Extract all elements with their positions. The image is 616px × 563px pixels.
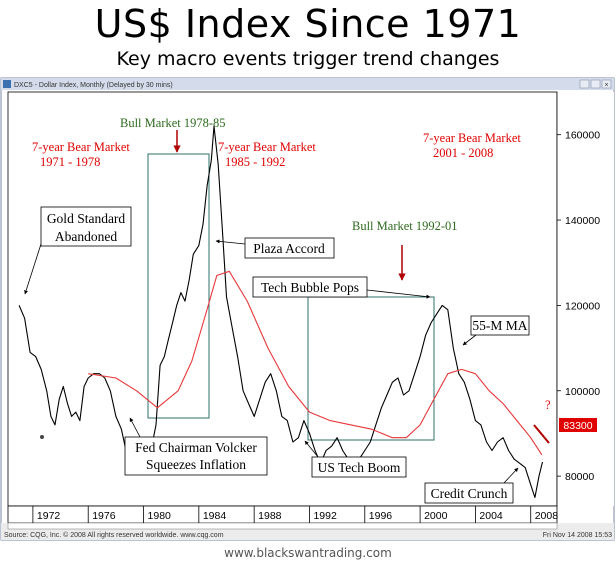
gold-arrow <box>24 243 42 295</box>
page-subtitle: Key macro events trigger trend changes <box>116 48 500 70</box>
bear-1971-line2: 1971 - 1978 <box>40 155 100 169</box>
bear-1985-line1: 7-year Bear Market <box>218 140 316 154</box>
bear-1985-line2: 1985 - 1992 <box>225 155 285 169</box>
volcker-box <box>124 436 268 476</box>
page-title: US$ Index Since 1971 <box>94 2 522 46</box>
window-title: DXC5 - Dollar Index, Monthly (Delayed by… <box>14 82 173 89</box>
ma-arrow <box>462 334 477 346</box>
credit-crunch-box <box>424 482 514 504</box>
scrollbar[interactable] <box>7 522 558 530</box>
volcker-arrow <box>129 417 141 438</box>
minimize-button[interactable] <box>579 79 590 89</box>
gold-line1: Gold Standard <box>47 211 126 226</box>
tech-boom-box <box>311 456 407 478</box>
y-axis-panel <box>557 92 614 506</box>
gold-line2: Abandoned <box>55 229 117 244</box>
x-tick-label: 1972 <box>37 510 61 522</box>
tech-pops-label: Tech Bubble Pops <box>261 280 359 295</box>
x-tick-label: 1976 <box>92 510 116 522</box>
y-tick-label: 140000 <box>565 215 600 227</box>
chart-window-titlebar[interactable] <box>1 78 614 90</box>
source-note: Source: CQG, Inc. © 2008 All rights rese… <box>4 531 224 539</box>
x-tick-label: 2000 <box>424 510 448 522</box>
last-price-badge <box>559 418 597 432</box>
bull-box-1978 <box>147 153 210 419</box>
plot-area <box>7 91 558 507</box>
ma-label-box <box>470 315 530 336</box>
bear-2001-line2: 2001 - 2008 <box>433 146 493 160</box>
x-tick-label: 1984 <box>203 510 227 522</box>
tech-boom-arrow <box>304 440 319 458</box>
y-tick-label: 160000 <box>565 130 600 142</box>
x-axis-panel <box>7 505 558 524</box>
credit-crunch-label: Credit Crunch <box>431 486 508 501</box>
projection-arrow <box>533 424 550 444</box>
bear-2001-line1: 7-year Bear Market <box>423 131 521 145</box>
x-tick-label: 2008 <box>535 510 559 522</box>
x-tick-label: 2004 <box>479 510 503 522</box>
plaza-label: Plaza Accord <box>253 241 325 256</box>
y-tick-label: 120000 <box>565 300 600 312</box>
volcker-line2: Squeezes Inflation <box>146 457 246 472</box>
y-tick-label: 100000 <box>565 386 600 398</box>
volcker-line1: Fed Chairman Volcker <box>135 440 257 455</box>
bull-1992-label: Bull Market 1992-01 <box>352 219 458 233</box>
ma-series-line <box>88 270 543 456</box>
x-tick-label: 1996 <box>369 510 393 522</box>
plaza-arrow <box>215 239 246 245</box>
gold-standard-box <box>40 206 132 247</box>
question-mark: ? <box>545 398 551 412</box>
y-tick-label: 80000 <box>565 471 594 483</box>
footer-url: www.blackswantrading.com <box>224 546 392 560</box>
close-icon: × <box>604 82 608 89</box>
tech-pops-box <box>252 276 368 298</box>
ma-label: 55-M MA <box>472 318 527 333</box>
window-icon <box>3 80 11 88</box>
price-series-line <box>18 125 544 499</box>
x-tick-label: 1988 <box>258 510 282 522</box>
close-button[interactable] <box>601 79 612 89</box>
x-tick-label: 1980 <box>148 510 172 522</box>
tech-boom-label: US Tech Boom <box>318 460 401 475</box>
credit-crunch-arrow <box>503 467 519 484</box>
tech-pops-arrow <box>366 289 431 299</box>
x-tick-label: 1992 <box>313 510 337 522</box>
bull-1978-label: Bull Market 1978-85 <box>120 116 226 130</box>
last-price-label: 83300 <box>563 420 592 432</box>
marker-dot <box>40 435 44 439</box>
timestamp: Fri Nov 14 2008 15:53 <box>543 532 612 539</box>
bear-1971-line1: 7-year Bear Market <box>32 140 130 154</box>
maximize-button[interactable] <box>590 79 601 89</box>
plaza-accord-box <box>244 237 335 259</box>
